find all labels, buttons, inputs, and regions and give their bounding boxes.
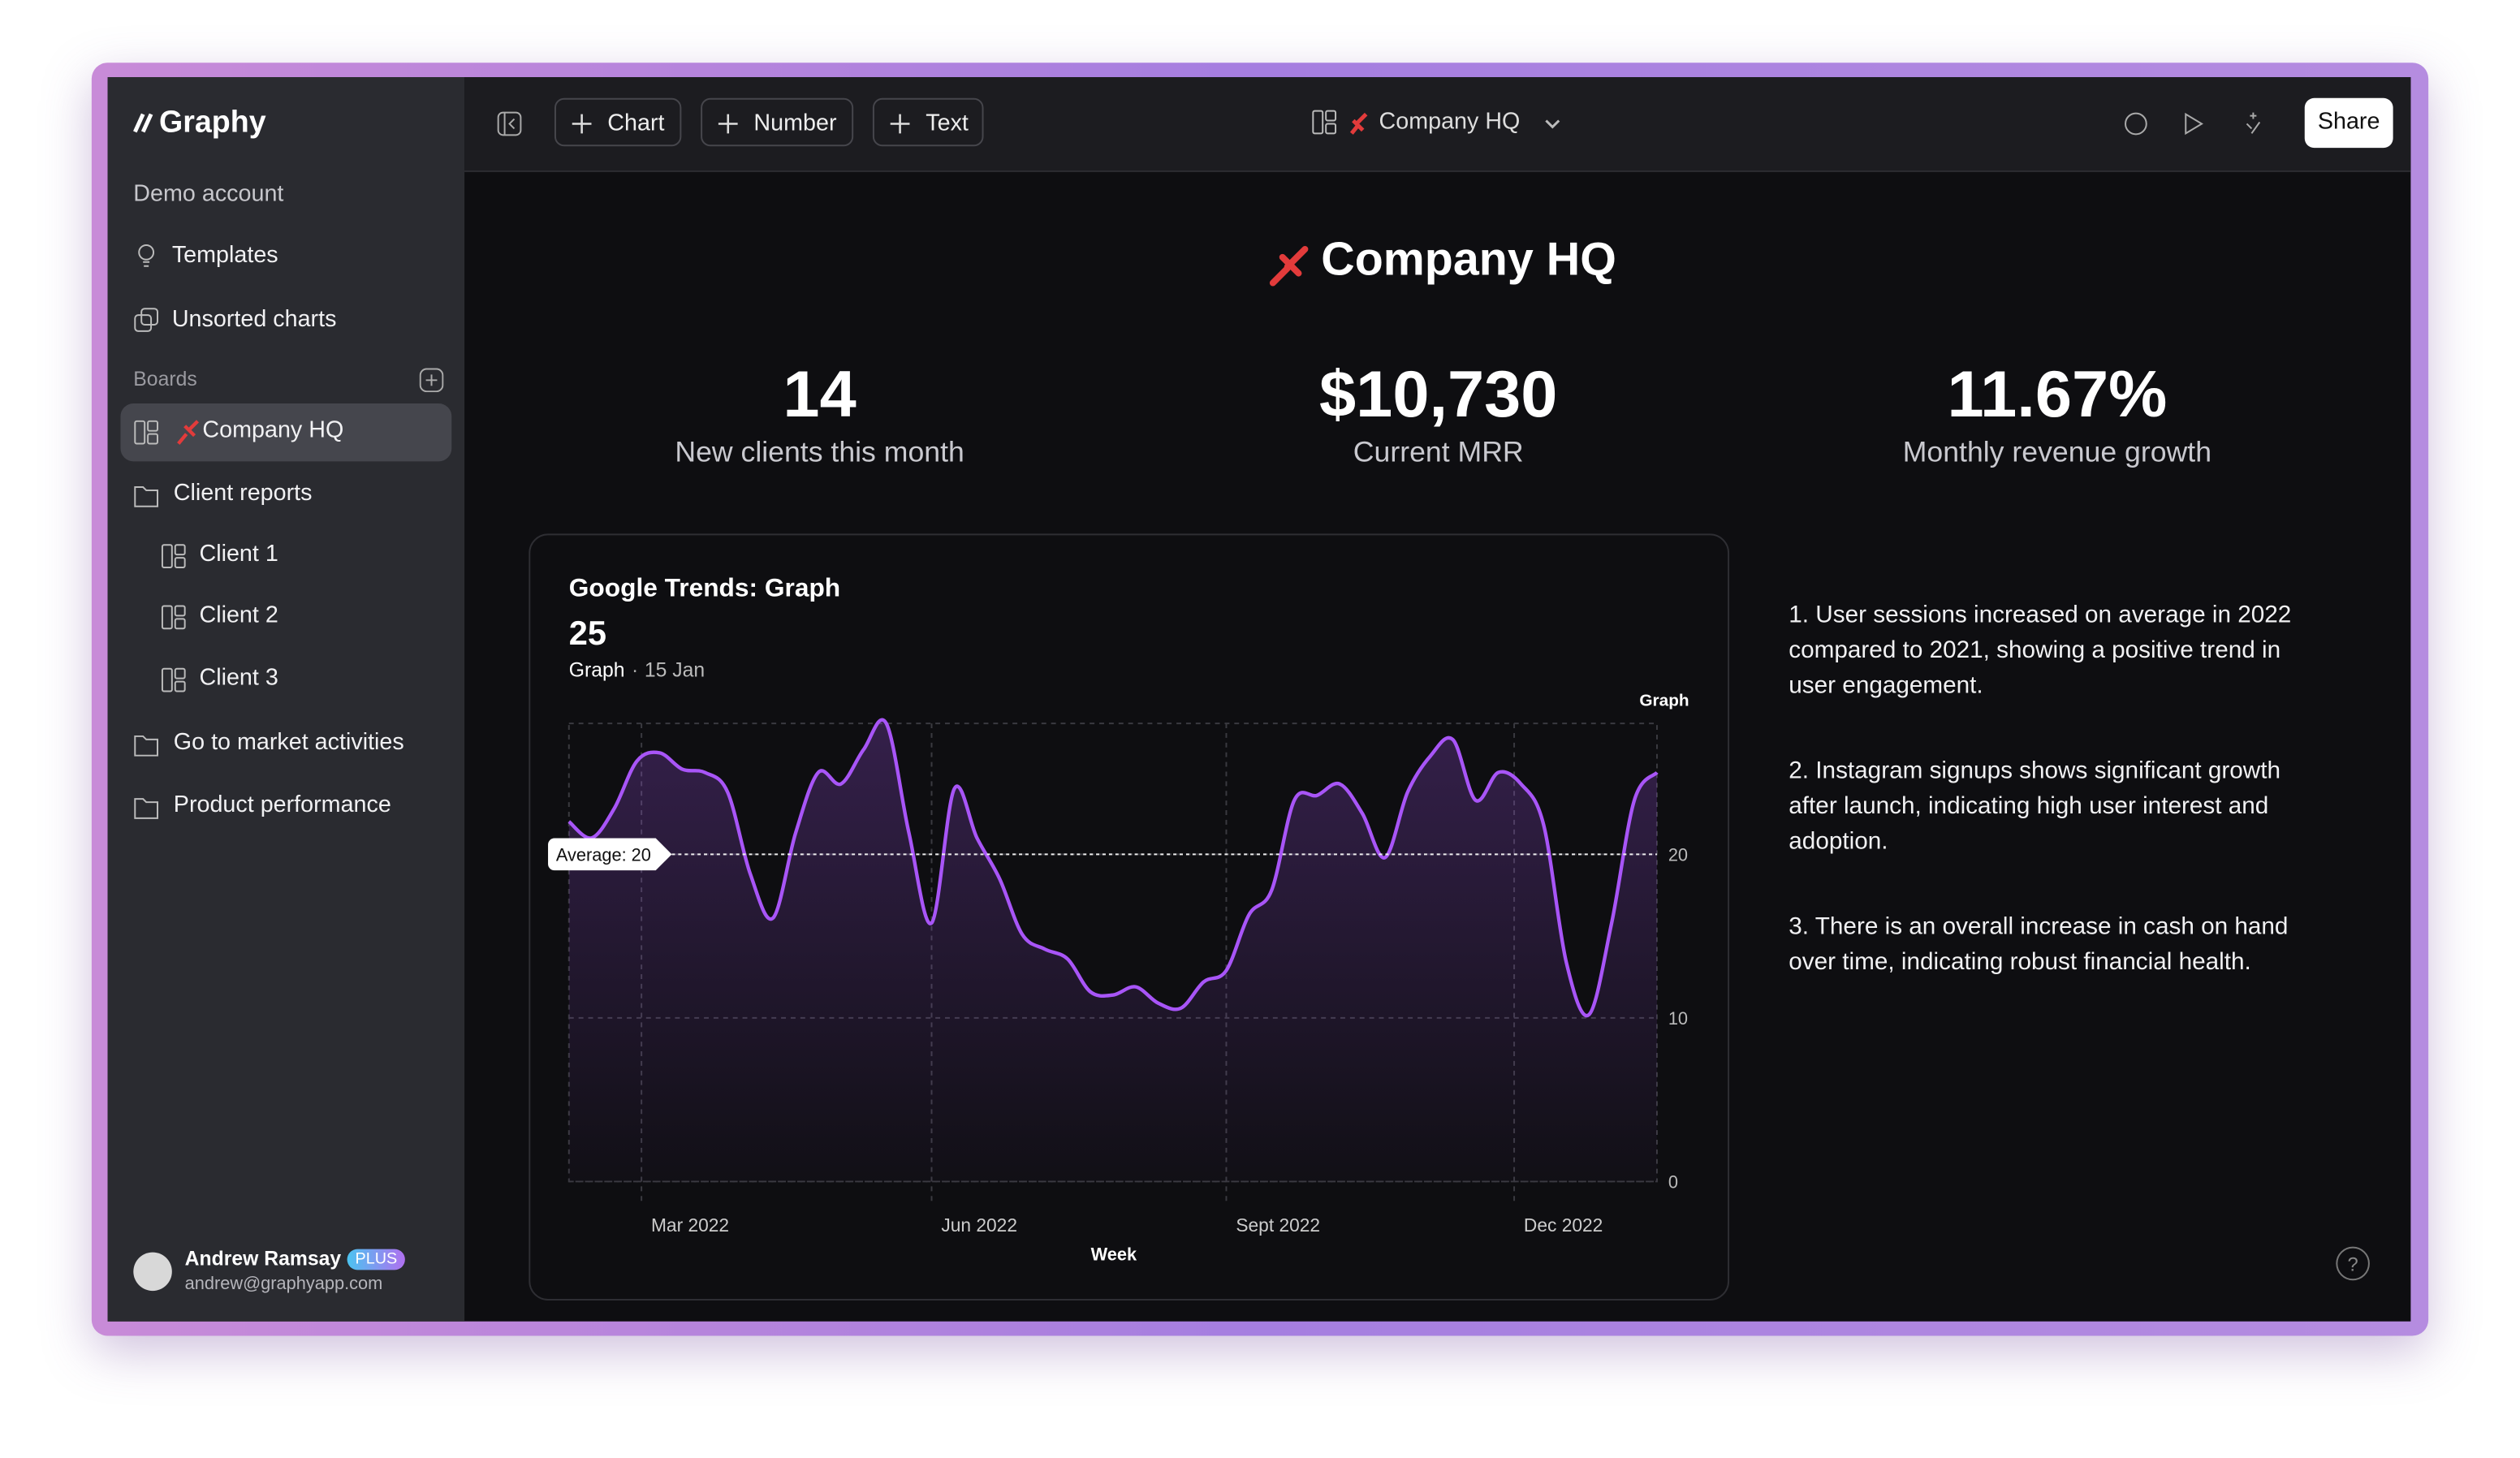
pin-icon xyxy=(1269,245,1309,287)
add-number-button[interactable]: Number xyxy=(701,97,854,147)
x-tick-label: Jun 2022 xyxy=(941,1214,1017,1236)
icon xyxy=(134,308,158,332)
pin-icon xyxy=(177,420,200,445)
plot-border xyxy=(567,723,1658,1183)
metric-value: 11.67% xyxy=(1947,356,2168,431)
help-button[interactable]: ? xyxy=(2335,1246,2371,1282)
line xyxy=(567,718,1659,1018)
y-tick-label: 10 xyxy=(1668,1008,1688,1029)
chart-value: 25 xyxy=(568,615,607,653)
board-item[interactable]: Product performance xyxy=(173,792,391,818)
legend-label: Graph xyxy=(1639,691,1689,710)
sidebar xyxy=(107,77,465,1322)
account[interactable]: Demo account xyxy=(133,181,284,208)
board-item[interactable]: Company HQ xyxy=(202,417,344,444)
x-tick-label: Mar 2022 xyxy=(651,1214,729,1236)
metric-value: $10,730 xyxy=(1319,356,1558,431)
x-tick-label: Dec 2022 xyxy=(1524,1214,1603,1236)
average-badge xyxy=(548,838,672,871)
active-board xyxy=(120,403,452,462)
y-tick-label: 20 xyxy=(1668,844,1688,865)
average-label: Average: 20 xyxy=(556,844,651,865)
toolbar-icons[interactable] xyxy=(2121,110,2274,139)
metric-value: 14 xyxy=(783,356,857,431)
svg-text:?: ? xyxy=(2348,1253,2358,1275)
note: 3. There is an overall increase in cash … xyxy=(1789,912,2289,976)
board-icon xyxy=(134,735,158,757)
add-text-button[interactable]: Text xyxy=(872,97,984,147)
x-axis-label: Week xyxy=(1091,1244,1137,1264)
collapse-sidebar[interactable] xyxy=(497,111,523,137)
metric-label: New clients this month xyxy=(675,435,964,468)
logo: Graphy xyxy=(158,106,266,140)
board-icon xyxy=(134,798,158,819)
nav-item[interactable]: Unsorted charts xyxy=(171,307,337,333)
board-icon xyxy=(161,605,186,630)
note: 1. User sessions increased on average in… xyxy=(1789,601,2292,700)
separator: · xyxy=(631,658,639,682)
plan-badge: PLUS xyxy=(347,1249,406,1270)
board-item[interactable]: Client reports xyxy=(173,481,313,507)
plus-icons xyxy=(572,114,910,134)
value-series: Graph xyxy=(568,658,625,682)
board-item[interactable]: Client 3 xyxy=(199,665,278,692)
value-date: 15 Jan xyxy=(644,658,706,682)
board-icon xyxy=(134,420,158,445)
board-selector[interactable]: Company HQ xyxy=(1379,109,1521,136)
add-board[interactable] xyxy=(419,368,444,393)
dashboard-title: Company HQ xyxy=(1321,235,1616,287)
user-name: Andrew Ramsay xyxy=(184,1247,342,1270)
metric-label: Monthly revenue growth xyxy=(1902,435,2212,468)
metric-label: Current MRR xyxy=(1353,435,1524,468)
board-icon xyxy=(1312,110,1368,135)
section-label: Boards xyxy=(133,368,197,391)
toolbar xyxy=(464,77,2411,172)
add-chart-button[interactable]: Chart xyxy=(554,97,682,147)
user-email: andrew@graphyapp.com xyxy=(184,1275,383,1295)
avatar xyxy=(133,1252,172,1292)
chart-card xyxy=(529,533,1730,1301)
chart-title: Google Trends: Graph xyxy=(568,575,841,603)
chevron[interactable] xyxy=(1541,113,1564,136)
board-item[interactable]: Go to market activities xyxy=(173,730,404,756)
share-button[interactable]: Share xyxy=(2304,97,2393,149)
nav-item[interactable]: Templates xyxy=(171,243,278,269)
y-tick-label: 0 xyxy=(1668,1171,1678,1192)
x-tick-label: Sept 2022 xyxy=(1236,1214,1320,1236)
icon xyxy=(138,244,155,267)
note: 2. Instagram signups shows significant g… xyxy=(1789,757,2281,856)
board-item[interactable]: Client 1 xyxy=(199,541,278,568)
logo-mark xyxy=(133,113,153,133)
board-icon xyxy=(161,667,186,692)
area xyxy=(568,719,1657,1182)
board-item[interactable]: Client 2 xyxy=(199,602,278,629)
board-icon xyxy=(134,486,158,507)
board-icon xyxy=(161,544,186,569)
